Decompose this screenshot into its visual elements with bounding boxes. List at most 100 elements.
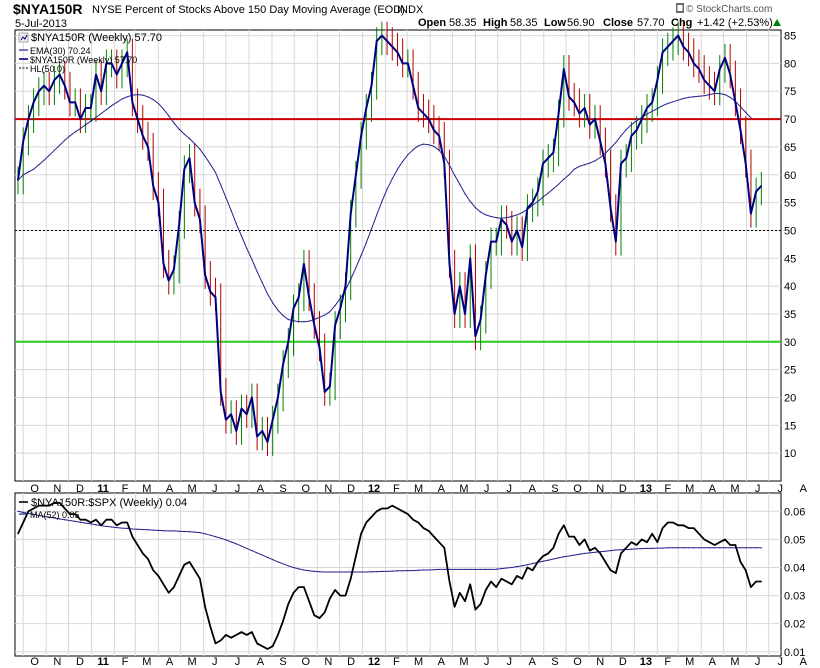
- price-point: [724, 57, 726, 59]
- price-point: [661, 51, 664, 53]
- price-point: [448, 263, 451, 265]
- x-tick-label: O: [573, 656, 582, 668]
- x-tick-label: F: [122, 656, 129, 668]
- ema-point: [407, 154, 409, 156]
- ratio-point: [199, 578, 201, 580]
- ma52-point: [251, 550, 253, 552]
- price-point: [251, 396, 253, 399]
- ma52-point: [485, 568, 487, 571]
- ma52-point: [516, 566, 518, 568]
- ma52-point: [402, 570, 404, 572]
- legend-item: HL(50.0): [19, 64, 65, 74]
- price-point: [116, 73, 118, 76]
- price-point: [521, 246, 523, 248]
- ratio-point: [240, 631, 243, 633]
- ratio-point: [584, 538, 586, 540]
- price-point: [79, 118, 81, 120]
- ratio-point: [724, 538, 726, 540]
- y-tick-label: 55: [784, 198, 796, 210]
- ema-point: [381, 200, 383, 203]
- ema-point: [38, 164, 40, 166]
- price-point: [100, 90, 102, 92]
- x-tick-label: M: [142, 483, 151, 495]
- ema-point: [537, 200, 539, 203]
- x-tick-label: A: [438, 656, 446, 668]
- y-tick-label: 35: [784, 309, 796, 321]
- ema-point: [126, 96, 128, 98]
- ma52-point: [79, 521, 81, 523]
- ma52-point: [708, 547, 710, 549]
- price-point: [246, 413, 248, 415]
- ema-point: [121, 98, 123, 100]
- ratio-point: [183, 564, 185, 566]
- ratio-point: [573, 535, 575, 538]
- ratio-point: [745, 569, 747, 571]
- price-point: [480, 318, 482, 321]
- ma52-point: [526, 564, 529, 566]
- ma52-point: [53, 517, 55, 519]
- price-point: [64, 85, 66, 87]
- ema-point: [194, 142, 196, 145]
- ratio-line-layer: [17, 501, 762, 650]
- x-tick-label: A: [257, 656, 265, 668]
- ma52-point: [677, 547, 679, 549]
- x-tick-label: 13: [640, 656, 652, 668]
- ma52-point: [620, 549, 622, 551]
- ema-point: [698, 95, 700, 97]
- price-point: [620, 163, 622, 165]
- ma52-point: [755, 547, 757, 549]
- price-point: [204, 274, 206, 276]
- ema-point: [511, 215, 513, 218]
- price-point: [32, 101, 35, 103]
- ema-point: [672, 101, 674, 103]
- price-point: [412, 85, 414, 87]
- ema-point: [615, 141, 617, 144]
- price-point: [240, 408, 243, 410]
- ma52-point: [360, 571, 362, 573]
- close-label: Close: [603, 17, 633, 29]
- x-tick-label: M: [414, 656, 423, 668]
- ma52-point: [240, 545, 243, 547]
- ema-point: [173, 122, 175, 124]
- x-tick-label: M: [459, 483, 468, 495]
- x-tick-label: A: [709, 656, 717, 668]
- ma52-point: [282, 563, 284, 565]
- high-label: High: [483, 17, 508, 29]
- ema-point: [454, 174, 456, 176]
- ema-point: [651, 110, 653, 112]
- x-tick-label: 11: [97, 656, 109, 668]
- ratio-point: [428, 530, 430, 532]
- ema-point: [69, 135, 71, 137]
- ratio-point: [615, 572, 617, 574]
- x-tick-label: A: [800, 656, 808, 668]
- ema-point: [469, 200, 471, 203]
- legend-price: $NYA150R (Weekly) 57.70: [30, 55, 137, 65]
- ma52-point: [355, 571, 357, 573]
- ema-point: [329, 311, 331, 313]
- price-point: [303, 263, 305, 265]
- ma52-point: [381, 570, 383, 573]
- legend-item: EMA(30) 70.24: [19, 46, 91, 56]
- ema-point: [646, 113, 648, 115]
- x-tick-label: S: [551, 656, 558, 668]
- ma52-point: [147, 529, 149, 531]
- ema-point: [282, 315, 284, 317]
- x-tick-label: A: [529, 656, 537, 668]
- ratio-point: [303, 586, 305, 588]
- price-point: [131, 101, 133, 103]
- x-tick-label: F: [122, 483, 129, 495]
- ma52-point: [719, 547, 721, 549]
- ma52-point: [173, 530, 175, 532]
- ratio-point: [142, 552, 144, 555]
- ratio-point: [630, 541, 632, 543]
- x-tick-label: S: [551, 483, 558, 495]
- ema-point: [365, 242, 367, 244]
- price-point: [635, 129, 638, 131]
- ratio-point: [136, 544, 139, 546]
- ratio-point: [277, 634, 279, 636]
- ma52-point: [235, 543, 237, 545]
- ema-point: [48, 154, 50, 156]
- price-point: [469, 257, 471, 259]
- ema-point: [266, 293, 269, 295]
- ratio-point: [168, 592, 170, 594]
